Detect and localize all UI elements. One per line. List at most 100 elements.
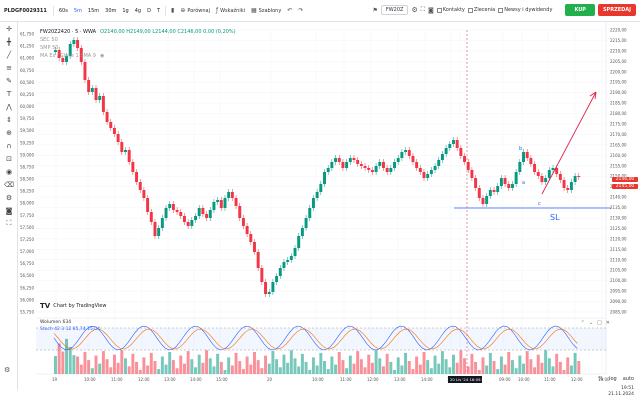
- fullscreen-icon[interactable]: ⛶: [6, 219, 12, 227]
- zlecenia-checkbox[interactable]: Zlecenia: [467, 7, 495, 13]
- candle: [175, 210, 179, 212]
- redo-button[interactable]: ↷: [295, 7, 306, 14]
- time-tick: 11:00: [340, 377, 352, 382]
- close-icon[interactable]: ✕: [605, 320, 610, 326]
- fullscreen-icon[interactable]: ⛶: [420, 6, 425, 13]
- news-checkbox[interactable]: Newsy i dywidendy: [498, 7, 552, 13]
- percent-toggle[interactable]: %: [598, 376, 604, 382]
- kontakty-checkbox[interactable]: Kontakty: [436, 7, 465, 13]
- cursor-icon[interactable]: ✛: [6, 24, 12, 33]
- undo-button[interactable]: ↶: [284, 7, 295, 14]
- interval-30m[interactable]: 30m: [105, 7, 117, 14]
- eye-icon[interactable]: ◉: [5, 167, 13, 176]
- candle: [348, 158, 352, 162]
- divider: [52, 5, 54, 16]
- tradingview-logo-icon: TV: [40, 302, 51, 310]
- interval-4g[interactable]: 4g: [134, 7, 142, 14]
- arrow-down-icon[interactable]: ⌄: [588, 320, 594, 326]
- candle: [190, 220, 194, 226]
- candle: [488, 190, 492, 196]
- volume-bar: [404, 352, 408, 374]
- volume-bar: [547, 358, 551, 374]
- candle: [87, 80, 91, 92]
- volume-bar: [374, 350, 378, 374]
- measure-icon[interactable]: ⇕: [6, 115, 12, 124]
- candle: [415, 162, 419, 168]
- lock-icon[interactable]: ⊡: [6, 154, 12, 163]
- candle: [444, 148, 448, 154]
- volume-bar: [334, 364, 338, 374]
- volume-bar: [385, 353, 389, 374]
- volume-bar: [83, 352, 87, 374]
- indicators-button[interactable]: ƒ Wskaźniki: [215, 7, 245, 14]
- interval-60s[interactable]: 60s: [58, 7, 68, 14]
- pattern-icon[interactable]: ⋀: [6, 102, 12, 111]
- symbol-search[interactable]: PLDGF0029311: [4, 7, 47, 14]
- settings-icon[interactable]: ⚙: [411, 6, 418, 14]
- volume-bar: [253, 352, 256, 374]
- candle: [311, 198, 315, 208]
- candle: [238, 206, 242, 218]
- volume-bar: [529, 359, 533, 374]
- volume-bar: [94, 355, 98, 374]
- candle: [407, 150, 411, 156]
- time-tick: 12:00: [571, 377, 583, 382]
- trendline-icon[interactable]: ╱: [6, 50, 12, 59]
- candle: [300, 228, 304, 236]
- arrow-up-icon[interactable]: ⌃: [580, 320, 585, 326]
- chart-area[interactable]: 2220,00 2215,00 2210,00 2205,00 2200,00 2195,…: [18, 22, 640, 392]
- brush-icon[interactable]: ✎: [6, 76, 12, 85]
- crosshair-icon[interactable]: ╋: [6, 37, 12, 46]
- settings-icon[interactable]: ⚙: [5, 193, 13, 202]
- candle: [120, 142, 124, 152]
- interval-D[interactable]: D: [147, 7, 151, 14]
- volume-bar: [278, 367, 282, 374]
- candle: [352, 158, 356, 160]
- price-chart[interactable]: 2220,00 2215,00 2210,00 2205,00 2200,00 2195,…: [18, 22, 640, 392]
- zoom-icon[interactable]: ⊕: [6, 128, 12, 137]
- candle: [400, 152, 404, 158]
- price-tick: 2200,00: [610, 69, 627, 74]
- volume-bar: [109, 367, 113, 374]
- candle: [304, 218, 308, 228]
- candle: [525, 152, 529, 158]
- camera-icon[interactable]: ◙: [5, 206, 13, 215]
- price-tick: 2185,00: [610, 101, 627, 106]
- interval-T[interactable]: T: [156, 7, 161, 14]
- flag-icon[interactable]: ⚑: [372, 6, 378, 14]
- eye-icon[interactable]: ◉: [99, 53, 105, 59]
- sell-button[interactable]: SPRZEDAJ: [597, 4, 636, 16]
- compare-button[interactable]: ⊕ Porównaj: [180, 7, 210, 14]
- candle: [260, 268, 264, 282]
- log-toggle[interactable]: log: [609, 376, 617, 382]
- candle: [577, 176, 581, 177]
- volume-bar: [326, 369, 330, 374]
- volume-bar: [267, 363, 271, 374]
- maximize-icon[interactable]: □: [597, 320, 602, 326]
- chart-type-button[interactable]: ▮: [168, 7, 177, 14]
- auto-toggle[interactable]: auto: [622, 376, 634, 382]
- fib-icon[interactable]: ≡: [6, 63, 12, 72]
- tradingview-watermark[interactable]: TV Chart by TradingView: [40, 302, 107, 310]
- time-tick: 10:00: [312, 377, 324, 382]
- templates-button[interactable]: ▦ Szablony: [251, 7, 282, 14]
- magnet-icon[interactable]: ∩: [6, 141, 12, 150]
- interval-5m[interactable]: 5m: [73, 7, 82, 14]
- settings-icon[interactable]: ⚙: [4, 366, 11, 374]
- volume-bar: [555, 353, 559, 374]
- candle: [455, 140, 459, 148]
- price-tick: 2095,00: [610, 289, 627, 294]
- volume-bar: [426, 360, 430, 374]
- interval-15m[interactable]: 15m: [87, 7, 100, 14]
- legend-line: SEC 50: [40, 37, 58, 43]
- trash-icon[interactable]: ⌫: [4, 180, 14, 189]
- volume-bar: [160, 356, 164, 374]
- text-icon[interactable]: T: [6, 89, 12, 98]
- interval-1g[interactable]: 1g: [122, 7, 129, 14]
- camera-icon[interactable]: ◙: [427, 6, 434, 14]
- candle: [205, 214, 209, 218]
- buy-button[interactable]: KUP: [565, 4, 595, 16]
- volume-bar: [448, 367, 452, 374]
- candle: [452, 140, 455, 144]
- layout-select[interactable]: FW20Z: [380, 5, 409, 15]
